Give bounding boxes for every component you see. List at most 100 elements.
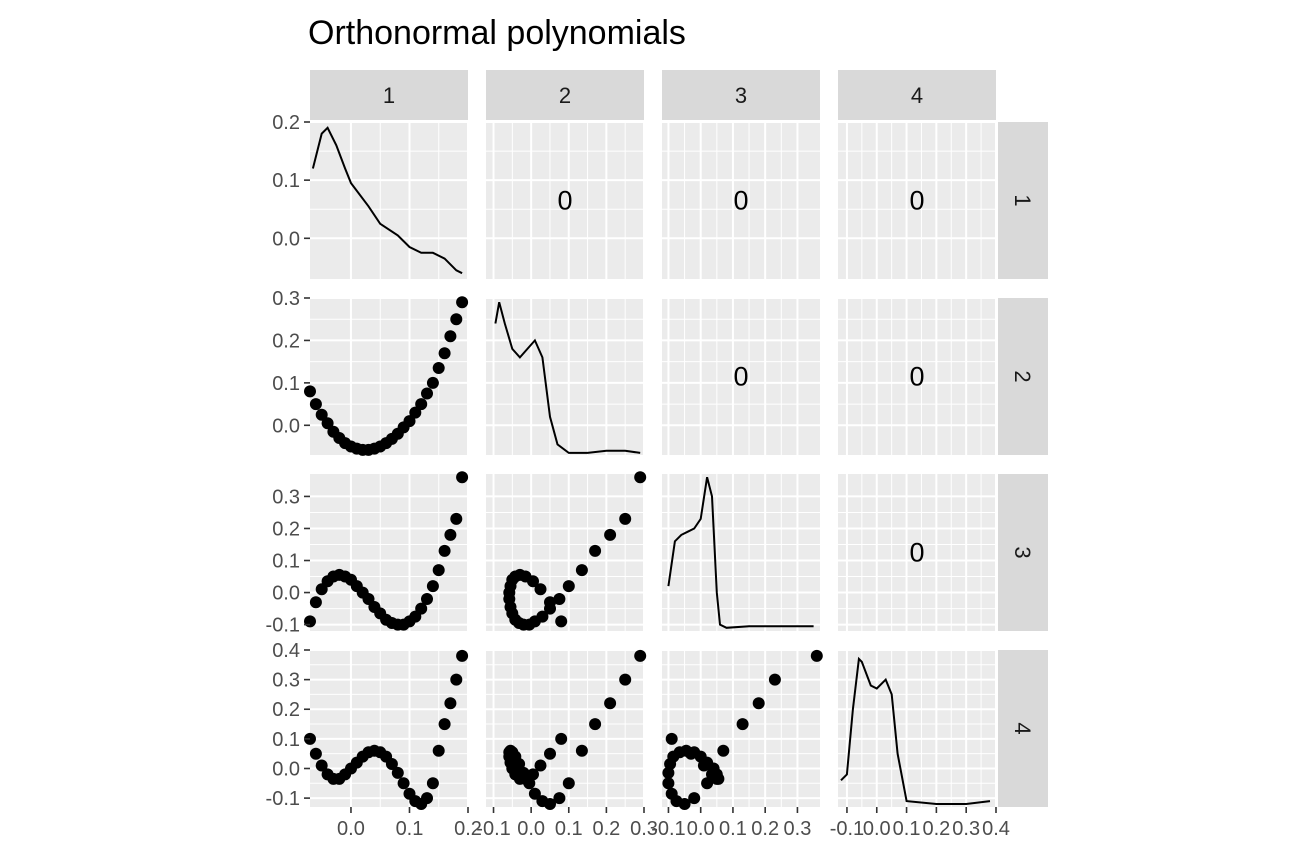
scatter-point <box>604 528 617 541</box>
scatter-point <box>403 415 416 428</box>
correlation-label: 0 <box>557 186 572 216</box>
panel-4-3 <box>662 649 823 810</box>
panel-4-1 <box>304 649 469 810</box>
x-tick-label: -0.1 <box>830 818 864 840</box>
col-strip-label: 2 <box>559 83 571 108</box>
scatter-point <box>426 376 439 389</box>
panel-3-4: 0 <box>838 474 997 631</box>
row-strip-bg <box>998 298 1048 455</box>
scatter-point <box>513 758 526 770</box>
panel-background <box>838 122 996 279</box>
correlation-label: 0 <box>909 362 924 392</box>
y-tick-label: 0.3 <box>272 670 300 692</box>
panel-4-4 <box>838 649 997 807</box>
panel-2-4: 0 <box>838 297 997 455</box>
scatter-point <box>438 544 451 557</box>
scatter-point <box>432 362 445 374</box>
y-tick-label: 0.4 <box>272 640 300 662</box>
x-tick-label: 0.1 <box>893 818 921 840</box>
x-tick-label: 0.3 <box>784 818 812 840</box>
panel-background <box>662 122 820 279</box>
correlation-label: 0 <box>909 186 924 216</box>
scatter-point <box>432 744 445 757</box>
density-curve <box>840 656 991 805</box>
scatter-point <box>544 602 556 615</box>
scatter-point <box>444 330 457 343</box>
x-tick-label: 0.3 <box>952 818 980 840</box>
row-strip-label: 1 <box>1010 194 1035 206</box>
scatter-point <box>426 777 439 790</box>
scatter-point <box>444 697 457 710</box>
x-tick-label: 0.2 <box>922 818 950 840</box>
scatter-point <box>555 732 568 745</box>
scatter-point <box>562 777 575 790</box>
x-tick-label: 0.0 <box>687 818 715 840</box>
panel-2-3: 0 <box>662 297 820 455</box>
scatter-point <box>450 512 463 525</box>
col-strip-bg <box>662 70 820 120</box>
y-tick-label: 0.0 <box>272 228 300 250</box>
y-tick-label: 0.1 <box>272 551 300 573</box>
scatter-point <box>768 673 781 686</box>
y-tick-label: 0.1 <box>272 170 300 192</box>
panel-2-1 <box>304 296 469 456</box>
chart-title: Orthonormal polynomials <box>308 14 686 52</box>
y-tick-label: 0.2 <box>272 112 300 134</box>
scatter-point <box>309 747 322 760</box>
scatter-point <box>438 718 451 731</box>
scatter-point <box>688 792 701 805</box>
scatter-point <box>450 313 463 326</box>
panel-3-1 <box>304 471 469 631</box>
x-tick-label: 0.0 <box>863 818 891 840</box>
y-tick-label: 0.0 <box>272 583 300 605</box>
panel-3-3 <box>662 474 820 631</box>
panel-background <box>838 298 996 455</box>
correlation-label: 0 <box>733 362 748 392</box>
row-strip-bg <box>998 122 1048 279</box>
scatter-point <box>421 792 433 805</box>
scatter-point <box>544 798 556 810</box>
scatter-point <box>309 596 322 609</box>
scatter-point <box>678 798 691 810</box>
x-tick-label: 0.2 <box>751 818 779 840</box>
row-strip-bg <box>998 650 1048 807</box>
panel-3-2 <box>486 471 647 631</box>
col-strip-label: 3 <box>735 83 747 108</box>
panel-4-2 <box>486 649 647 810</box>
scatter-point <box>421 387 433 400</box>
scatter-point <box>421 593 433 605</box>
scatter-point <box>304 385 316 398</box>
scatter-point <box>589 544 602 557</box>
panel-2-2 <box>486 297 645 455</box>
scatter-point <box>438 347 451 360</box>
scatter-point <box>432 564 445 577</box>
y-tick-label: 0.1 <box>272 729 300 751</box>
scatter-point <box>304 615 316 628</box>
col-strip-bg <box>838 70 996 120</box>
row-strip-bg <box>998 474 1048 631</box>
density-curve <box>311 126 463 275</box>
scatter-point <box>456 649 469 662</box>
y-tick-label: 0.3 <box>272 288 300 310</box>
scatter-point <box>523 777 536 790</box>
scatter-point <box>752 697 765 710</box>
scatter-point <box>415 602 428 615</box>
x-tick-label: 0.0 <box>337 818 365 840</box>
panel-background <box>662 474 820 631</box>
scatter-point <box>456 296 469 309</box>
scatter-point <box>619 512 632 525</box>
panel-1-2: 0 <box>486 121 645 279</box>
scatter-point <box>553 593 566 605</box>
correlation-label: 0 <box>909 538 924 568</box>
scatter-point <box>536 610 549 623</box>
scatter-point <box>309 398 322 411</box>
scatter-point <box>736 718 749 731</box>
scatter-point <box>544 747 556 760</box>
scatter-point <box>810 649 823 662</box>
scatter-point <box>619 673 632 686</box>
scatter-point <box>321 417 334 430</box>
scatter-point <box>528 787 541 800</box>
x-tick-label: -0.1 <box>476 818 510 840</box>
scatter-point <box>634 471 647 484</box>
